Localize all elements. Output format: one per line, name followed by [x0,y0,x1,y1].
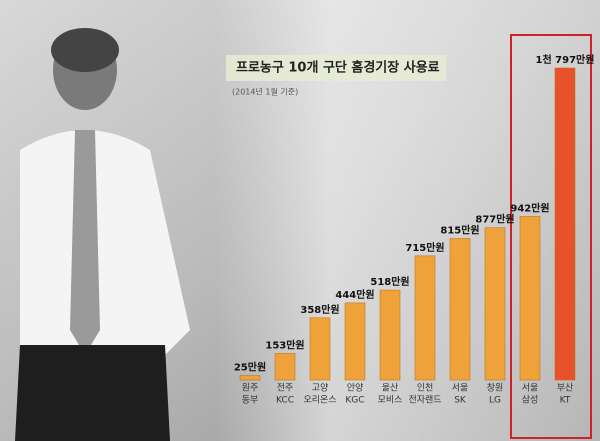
x-tick-label: 모비스 [378,395,403,406]
value-label: 153만원 [265,338,304,351]
value-label: 358만원 [300,303,339,316]
value-label: 518만원 [370,275,409,288]
x-tick-label: 울산 [382,383,399,394]
x-tick-label: 부산 [557,383,574,394]
value-label: 25만원 [234,361,266,374]
x-tick-label: LG [489,396,501,406]
value-label: 444만원 [335,288,374,301]
x-tick-label: 인천 [417,383,434,394]
bar [449,238,471,381]
bar [414,255,436,381]
person-photo [15,28,190,441]
bar [274,353,296,381]
x-tick-label: 안양 [347,383,364,394]
x-tick-label: 동부 [242,395,259,406]
x-tick-label: 서울 [452,383,469,394]
value-label: 815만원 [440,223,479,236]
bar [519,216,541,381]
bar [344,302,366,381]
bar [379,289,401,381]
bar [309,317,331,381]
x-tick-label: 오리온스 [303,395,336,406]
x-tick-label: 원주 [242,383,259,394]
x-tick-label: 전자랜드 [408,395,441,406]
bar [239,375,261,381]
value-label: 1천 797만원 [536,53,595,66]
value-label: 942만원 [510,201,549,214]
value-label: 715만원 [405,241,444,254]
title-box [226,55,446,81]
chart-title: 프로농구 10개 구단 홈경기장 사용료 [236,60,440,76]
x-tick-label: 서울 [522,383,539,394]
x-tick-label: SK [454,396,467,406]
bar [484,227,506,381]
value-label: 877만원 [475,213,514,226]
x-tick-label: 창원 [487,383,504,394]
x-tick-label: 삼성 [522,395,539,406]
x-tick-label: KCC [276,396,294,406]
x-tick-label: 고양 [312,383,329,394]
chart-subtitle: (2014년 1월 기준) [232,87,298,97]
x-tick-label: KT [560,396,571,406]
x-tick-label: 전주 [277,383,294,394]
x-tick-label: KGC [345,396,364,406]
bar [554,67,576,381]
highlight-box [510,34,592,439]
